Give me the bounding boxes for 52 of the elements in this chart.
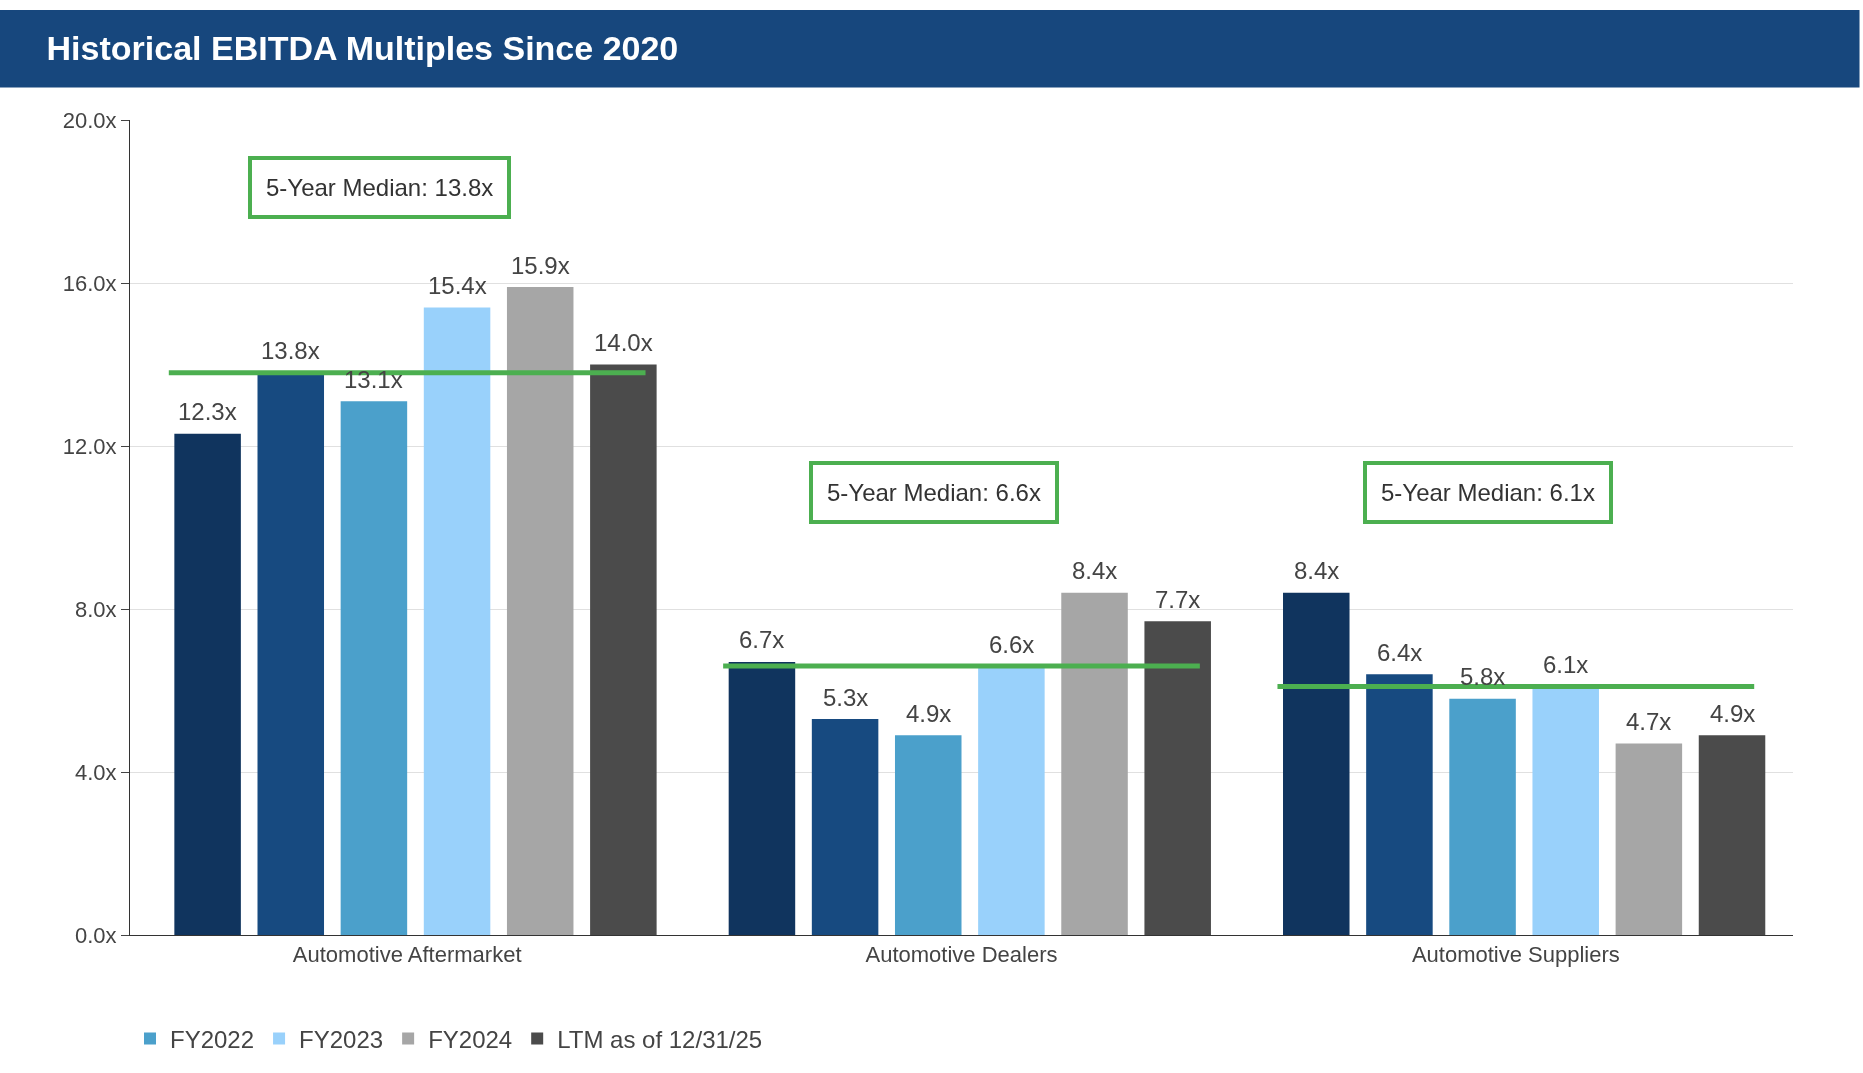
- bar: [174, 433, 241, 935]
- legend-label: FY2022: [170, 1025, 255, 1053]
- bar: [894, 735, 962, 935]
- bar: [590, 364, 657, 935]
- annotation: 5-Year Median: 6.1x: [1381, 479, 1595, 506]
- bar: [811, 719, 879, 935]
- annotation: 5-Year Median: 13.8x: [266, 174, 494, 201]
- data-label: 7.7x: [1155, 586, 1201, 613]
- legend-label: FY2024: [428, 1025, 513, 1053]
- legend-label: LTM as of 12/31/25: [557, 1025, 763, 1053]
- data-label: 8.4x: [1072, 557, 1118, 584]
- bar: [1615, 743, 1683, 935]
- data-label: 13.8x: [261, 337, 320, 364]
- x-tick-label: Automotive Suppliers: [1411, 942, 1620, 968]
- data-label: 5.3x: [823, 684, 869, 711]
- annotation: 5-Year Median: 6.6x: [827, 479, 1041, 506]
- y-tick-label: 12.0x: [62, 433, 117, 459]
- data-label: 8.4x: [1294, 557, 1340, 584]
- data-label: 15.9x: [511, 252, 570, 279]
- data-label: 5.8x: [1460, 663, 1506, 690]
- x-tick-label: Automotive Dealers: [865, 942, 1058, 968]
- bar: [423, 307, 491, 935]
- bar: [1698, 735, 1766, 935]
- y-tick-label: 20.0x: [62, 107, 117, 133]
- bar: [728, 661, 796, 935]
- bar: [1144, 621, 1211, 935]
- y-tick-label: 0.0x: [75, 922, 117, 948]
- y-tick-label: 16.0x: [62, 270, 117, 296]
- bar: [1449, 698, 1516, 935]
- data-label: 14.0x: [594, 329, 653, 356]
- bar: [1061, 592, 1128, 935]
- data-label: 6.6x: [989, 631, 1035, 658]
- data-label: 6.7x: [739, 626, 785, 653]
- bar: [1532, 686, 1599, 935]
- bar: [1283, 592, 1350, 935]
- legend-label: FY2023: [299, 1025, 384, 1053]
- bar: [978, 666, 1045, 935]
- x-tick-label: Automotive Aftermarket: [292, 942, 522, 968]
- bar: [1366, 674, 1433, 935]
- data-label: 4.9x: [906, 700, 952, 727]
- data-label: 6.1x: [1543, 651, 1589, 678]
- data-label: 4.9x: [1710, 700, 1756, 727]
- data-label: 6.4x: [1377, 639, 1423, 666]
- y-tick-label: 4.0x: [75, 759, 117, 785]
- data-label: 15.4x: [428, 272, 487, 299]
- data-label: 4.7x: [1626, 708, 1672, 735]
- data-label: 12.3x: [178, 398, 237, 425]
- bar: [506, 287, 574, 935]
- bar: [340, 401, 408, 935]
- y-tick-label: 8.0x: [75, 596, 117, 622]
- bar: [257, 372, 325, 935]
- chart-title: Historical EBITDA Multiples Since 2020: [46, 29, 679, 68]
